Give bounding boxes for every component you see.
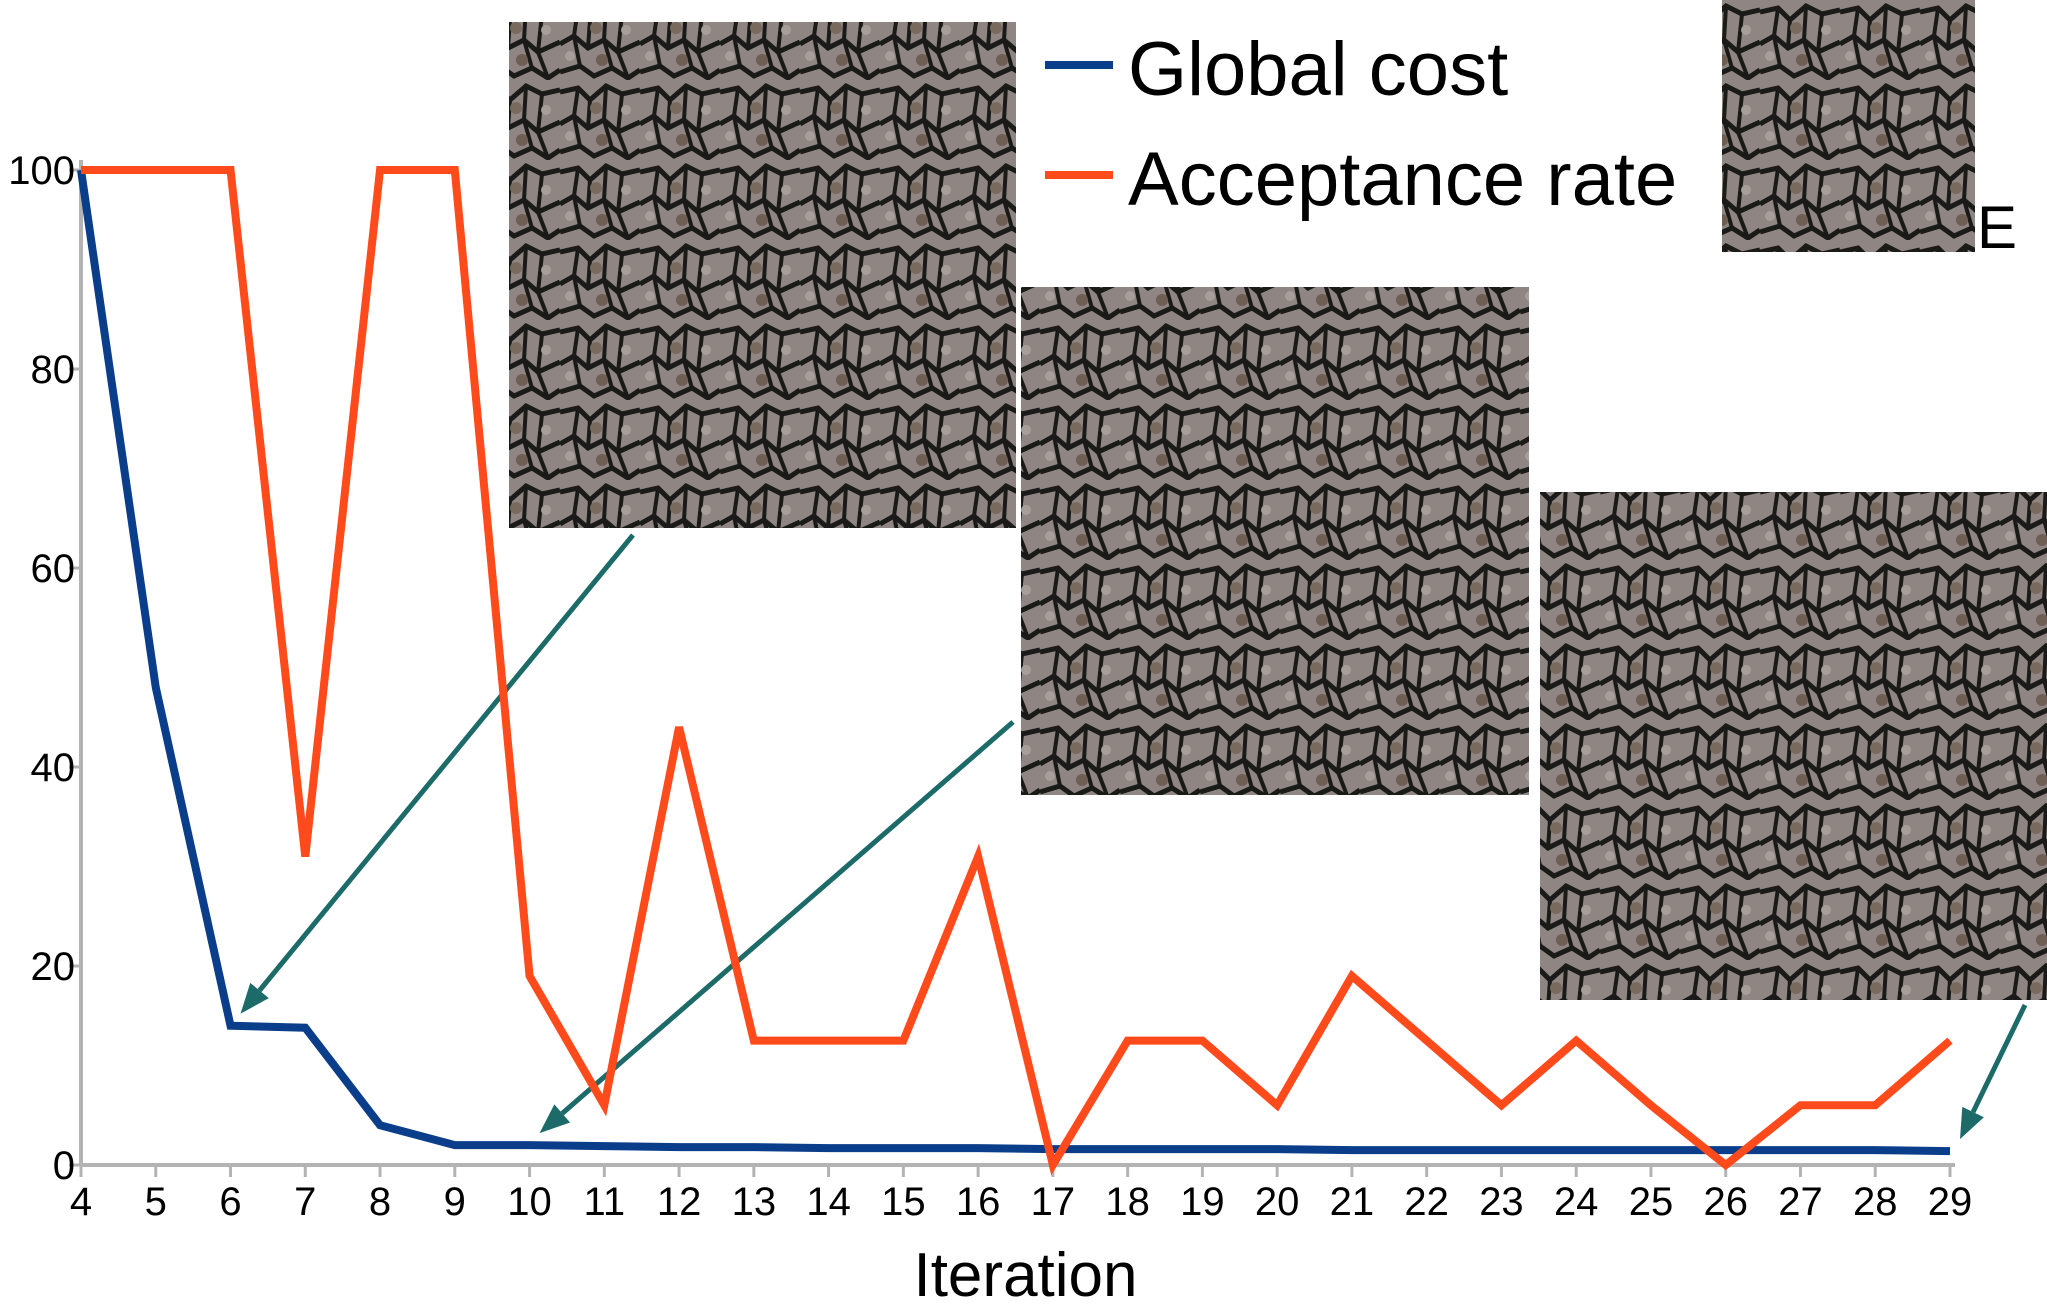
x-tick-label: 17 <box>1031 1180 1076 1224</box>
x-tick-label: 10 <box>507 1180 552 1224</box>
series <box>77 166 1953 1176</box>
legend-acceptance-rate-label: Acceptance rate <box>1128 137 1677 222</box>
x-tick-label: 6 <box>219 1180 241 1224</box>
exemplar-label: E <box>1977 194 2017 261</box>
x-axis-label: Iteration <box>913 1241 1137 1306</box>
arrow-line <box>257 533 635 993</box>
x-tick-label: 19 <box>1180 1180 1225 1224</box>
axes: 0 20 40 60 80 100 4 5 6 7 8 9 10 11 12 13 14 15 16 17 18 19 20… <box>8 149 1973 1310</box>
x-tick-label: 21 <box>1330 1180 1375 1224</box>
texture-inset-exemplar <box>1722 0 1975 252</box>
x-tick-label: 23 <box>1479 1180 1524 1224</box>
x-tick-label: 16 <box>956 1180 1001 1224</box>
x-tick-label: 25 <box>1629 1180 1674 1224</box>
x-tick-label: 11 <box>584 1180 626 1224</box>
arrow-line <box>1970 1003 2028 1114</box>
x-tick-label: 5 <box>145 1180 167 1224</box>
y-tick-label: 60 <box>31 547 76 591</box>
arrow-head <box>240 982 269 1014</box>
y-tick-label: 80 <box>31 348 76 392</box>
x-tick-label: 14 <box>806 1180 851 1224</box>
y-tick-label: 100 <box>8 149 75 193</box>
arrows <box>240 533 2028 1140</box>
texture-inset-iter6 <box>509 22 1016 528</box>
acceptance-rate-line <box>81 166 1953 1176</box>
texture-inset-iter29 <box>1540 492 2047 1000</box>
arrow-head <box>539 1104 571 1134</box>
global-cost-line <box>77 169 1951 1156</box>
x-tick-label: 26 <box>1703 1180 1748 1224</box>
x-tick-label: 12 <box>657 1180 702 1224</box>
x-tick-label: 18 <box>1105 1180 1150 1224</box>
arrow-line <box>560 720 1015 1116</box>
x-tick-label: 27 <box>1778 1180 1823 1224</box>
x-tick-label: 22 <box>1404 1180 1449 1224</box>
arrow-head <box>1960 1106 1984 1140</box>
texture-inset-iter10 <box>1021 287 1529 795</box>
x-tick-label: 29 <box>1928 1180 1973 1224</box>
x-tick-label: 15 <box>881 1180 926 1224</box>
x-tick-label: 24 <box>1554 1180 1599 1224</box>
y-tick-label: 0 <box>53 1144 75 1188</box>
x-tick-label: 28 <box>1853 1180 1898 1224</box>
x-tick-label: 4 <box>70 1180 92 1224</box>
x-tick-label: 20 <box>1255 1180 1300 1224</box>
texture-insets: E <box>509 0 2047 1000</box>
x-tick-label: 7 <box>294 1180 316 1224</box>
legend-global-cost-label: Global cost <box>1128 27 1508 112</box>
y-tick-label: 40 <box>31 746 76 790</box>
legend: Global cost Acceptance rate <box>1045 27 1677 222</box>
x-tick-label: 13 <box>732 1180 777 1224</box>
y-tick-label: 20 <box>31 945 76 989</box>
x-tick-label: 9 <box>444 1180 466 1224</box>
x-tick-label: 8 <box>369 1180 391 1224</box>
